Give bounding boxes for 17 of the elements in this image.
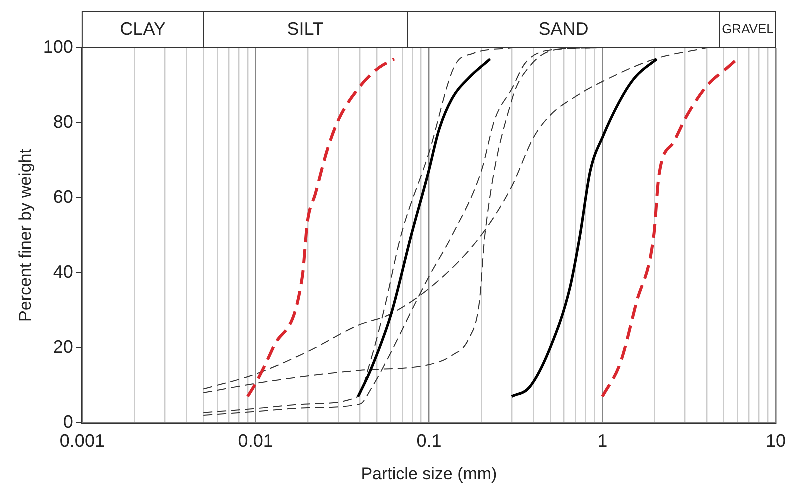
x-axis-title: Particle size (mm) (361, 464, 498, 484)
y-tick-label: 100 (43, 36, 74, 57)
band-label: CLAY (120, 18, 166, 39)
band-label: SILT (287, 18, 324, 39)
x-tick-label: 0.1 (416, 430, 442, 451)
text: 0.001 (60, 430, 105, 451)
x-tick-label: 1 (598, 430, 608, 451)
y-axis-title: Percent finer by weight (16, 148, 35, 322)
band-label: GRAVEL (722, 22, 774, 37)
y-tick-label: 0 (63, 412, 74, 432)
x-tick-label: 10 (766, 430, 786, 451)
y-tick-label: 80 (53, 112, 74, 132)
band-label: SAND (538, 18, 589, 39)
x-tick-label: 0.01 (238, 430, 274, 451)
y-tick-label: 60 (53, 186, 74, 207)
y-tick-label: 40 (53, 262, 74, 282)
y-tick-label: 20 (53, 336, 74, 357)
